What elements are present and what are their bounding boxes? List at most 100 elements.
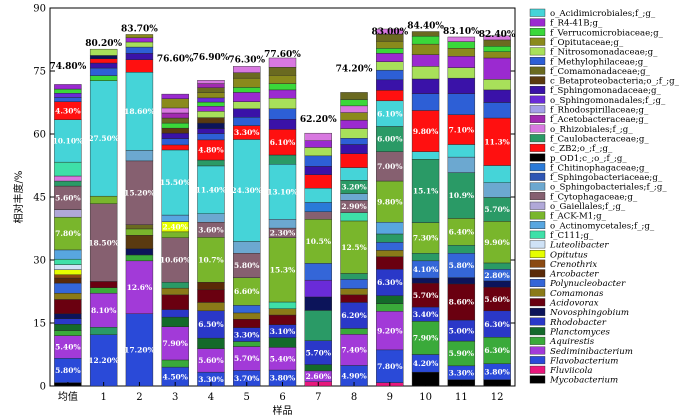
legend-label: Planctomyces bbox=[549, 327, 611, 337]
bar-segment bbox=[447, 93, 476, 115]
segment-label: 7.10% bbox=[449, 125, 474, 134]
bar-segment bbox=[304, 140, 332, 148]
bar-segment bbox=[340, 193, 368, 201]
bar-total-label: 62.20% bbox=[300, 115, 337, 125]
bar-segment bbox=[89, 327, 118, 335]
legend-swatch bbox=[529, 317, 546, 326]
legend-label: Polynucleobacter bbox=[549, 279, 626, 289]
legend-label: o_Sphingobacteriales;f_;g_ bbox=[550, 183, 667, 193]
legend-item: o_Rhizobiales;f_;g_ bbox=[529, 124, 633, 135]
bar-segment bbox=[161, 359, 189, 368]
bar-segment bbox=[376, 269, 404, 296]
bar-segment bbox=[304, 310, 332, 341]
bar-segment bbox=[197, 87, 225, 93]
segment-label: 15.50% bbox=[160, 178, 191, 187]
bar-segment bbox=[161, 282, 189, 289]
bar-total-label: 76.60% bbox=[157, 54, 194, 64]
bar-total-label: 83.10% bbox=[443, 27, 480, 37]
bar-segment bbox=[340, 288, 368, 296]
bar-segment bbox=[54, 277, 82, 284]
legend-item: f_Opitutaceae;g_ bbox=[529, 37, 624, 48]
legend-item: Aquirestis bbox=[529, 336, 595, 347]
legend-item: f_Sphingomonadaceae;g_ bbox=[529, 85, 661, 96]
bar-segment bbox=[268, 314, 297, 325]
bar-segment bbox=[411, 222, 440, 254]
segment-label: 10.60% bbox=[160, 256, 191, 265]
bar-segment bbox=[233, 253, 261, 278]
bar-segment bbox=[411, 35, 440, 45]
segment-label: 2.40% bbox=[162, 223, 187, 232]
legend-label: Sediminibacterium bbox=[550, 347, 633, 357]
legend-swatch bbox=[529, 327, 546, 336]
bar-segment bbox=[197, 122, 225, 129]
bar-segment bbox=[411, 31, 440, 37]
segment-label: 17.20% bbox=[124, 346, 155, 355]
bar-segment bbox=[89, 67, 118, 76]
legend-label: f_Sphingobacteriaceae;g_ bbox=[550, 173, 663, 183]
x-tick-label: 12 bbox=[491, 392, 504, 403]
bar-segment bbox=[411, 66, 440, 80]
legend-item: Rhodobacter bbox=[529, 317, 607, 328]
legend-label: f_Sphingomonadaceae;g_ bbox=[550, 86, 661, 96]
x-tick-label: 10 bbox=[419, 392, 432, 403]
bar-segment bbox=[161, 117, 189, 124]
bar-segment bbox=[197, 302, 225, 312]
bar-segment bbox=[411, 43, 440, 55]
segment-label: 18.60% bbox=[124, 107, 155, 116]
legend-swatch bbox=[529, 307, 546, 316]
legend-label: f_Comamonadaceae;g_ bbox=[550, 67, 651, 77]
bar-segment bbox=[340, 119, 368, 129]
legend-swatch bbox=[529, 28, 546, 36]
bar-segment bbox=[447, 41, 476, 49]
legend-swatch bbox=[529, 298, 546, 307]
bar-segment bbox=[376, 100, 404, 127]
bar-segment bbox=[340, 167, 368, 181]
segment-label: 15.1% bbox=[413, 187, 438, 196]
bar-segment bbox=[89, 75, 118, 81]
bar-segment bbox=[376, 79, 404, 91]
bar-segment bbox=[483, 46, 511, 52]
bar-segment bbox=[197, 92, 225, 99]
bar-segment bbox=[340, 92, 368, 100]
bar-segment bbox=[340, 128, 368, 139]
bar-segment bbox=[447, 218, 476, 246]
legend-swatch bbox=[529, 365, 546, 374]
bar-segment bbox=[376, 256, 404, 270]
legend-swatch bbox=[529, 143, 546, 152]
bar-segment bbox=[304, 263, 332, 281]
bar-2: 17.20% 12.6% 15.20% 18.60% bbox=[124, 34, 155, 387]
x-tick-label: 3 bbox=[172, 392, 178, 403]
bar-segment bbox=[483, 165, 511, 183]
bar-segment bbox=[54, 216, 82, 251]
bar-segment bbox=[161, 107, 189, 114]
legend-swatch bbox=[529, 356, 546, 365]
legend-label: o_Sphingomonadales;f_;g_ bbox=[550, 96, 666, 106]
segment-label: 5.80% bbox=[55, 366, 80, 375]
bar-segment bbox=[268, 119, 297, 130]
bar-segment bbox=[304, 211, 332, 220]
legend-item: f_Acetobacteraceae;g_ bbox=[529, 114, 649, 125]
legend-label: Arcobacter bbox=[549, 270, 599, 280]
bar-segment bbox=[376, 242, 404, 251]
segment-label: 9.90% bbox=[484, 238, 509, 247]
legend-swatch bbox=[529, 336, 546, 345]
segment-label: 2.60% bbox=[306, 372, 331, 381]
x-tick-label: 均值 bbox=[58, 390, 78, 403]
bar-segment bbox=[161, 112, 189, 119]
bar-segment bbox=[304, 132, 332, 141]
bar-segment bbox=[54, 358, 82, 383]
segment-label: 7.80% bbox=[55, 229, 80, 238]
segment-label: 5.60% bbox=[198, 356, 223, 365]
bar-9: 7.80% 9.20% 6.30% 9.80% 7.00% 6.00% 6.10% bbox=[376, 28, 404, 387]
segment-label: 15.3% bbox=[270, 266, 295, 275]
legend-item: o_Sphingomonadales;f_;g_ bbox=[529, 95, 666, 106]
y-tick-label: 90 bbox=[33, 4, 46, 15]
bar-segment bbox=[268, 219, 297, 229]
segment-label: 6.40% bbox=[449, 228, 474, 237]
legend-swatch bbox=[529, 57, 546, 65]
segment-label: 6.30% bbox=[484, 346, 509, 355]
segment-label: 4.50% bbox=[162, 372, 187, 381]
segment-label: 6.50% bbox=[198, 320, 223, 329]
segment-label: 5.60% bbox=[55, 194, 80, 203]
legend-item: f_Cytophagaceae;g_ bbox=[529, 192, 638, 202]
